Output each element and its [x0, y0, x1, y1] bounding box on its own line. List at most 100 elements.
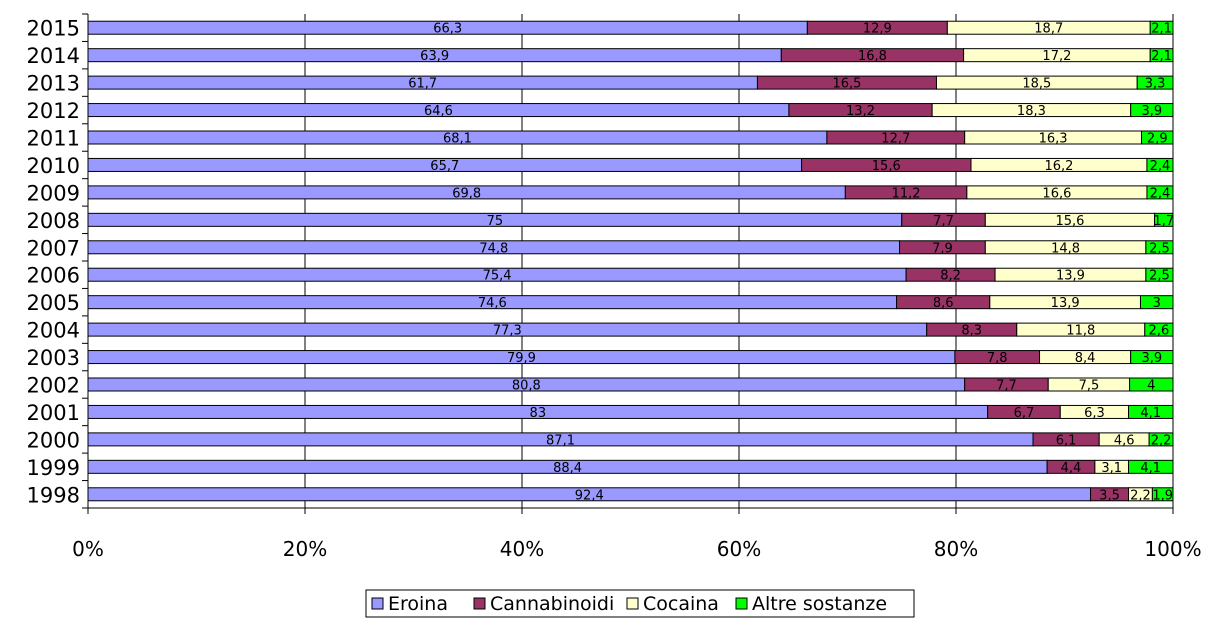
bar-segment-altre-sostanze: [1146, 157, 1174, 172]
data-label: 2,9: [1147, 132, 1168, 147]
data-label: 4: [1147, 379, 1155, 394]
data-label: 3,1: [1101, 461, 1122, 476]
data-label: 16,3: [1039, 132, 1068, 147]
bar-segment-altre-sostanze: [1130, 103, 1174, 118]
bar-segment-altre-sostanze: [1145, 267, 1174, 282]
data-label: 3,9: [1141, 351, 1162, 366]
data-label: 79,9: [507, 351, 536, 366]
data-label: 74,8: [479, 241, 508, 256]
data-label: 11,8: [1066, 324, 1095, 339]
y-tick-label: 2007: [27, 236, 80, 260]
x-tick-label: 20%: [283, 537, 327, 561]
data-label: 11,2: [892, 186, 921, 201]
data-label: 12,7: [881, 132, 910, 147]
data-label: 6,1: [1056, 433, 1077, 448]
bar-segment-altre-sostanze: [1139, 295, 1174, 310]
data-label: 3: [1153, 296, 1161, 311]
y-tick-label: 2014: [27, 44, 80, 68]
x-tick-label: 80%: [934, 537, 978, 561]
data-label: 4,6: [1114, 433, 1135, 448]
y-tick-label: 2006: [27, 264, 80, 288]
legend-swatch: [371, 597, 384, 610]
data-label: 16,6: [1042, 186, 1071, 201]
data-label: 13,9: [1056, 269, 1085, 284]
y-tick-label: 2000: [27, 428, 80, 452]
data-label: 2,2: [1130, 488, 1151, 503]
legend-label: Altre sostanze: [752, 593, 887, 615]
data-label: 1,9: [1152, 488, 1173, 503]
data-label: 18,5: [1022, 77, 1051, 92]
y-tick-label: 2013: [27, 72, 80, 96]
data-label: 13,2: [846, 104, 875, 119]
y-tick-label: 2004: [27, 319, 80, 343]
data-label: 88,4: [553, 461, 582, 476]
data-label: 61,7: [408, 77, 437, 92]
data-label: 3,9: [1141, 104, 1162, 119]
data-label: 1,7: [1153, 214, 1174, 229]
bar-segment-altre-sostanze: [1154, 212, 1174, 227]
bar-segment-altre-sostanze: [1151, 487, 1174, 502]
data-label: 12,9: [863, 22, 892, 37]
bar-segment-altre-sostanze: [1145, 240, 1174, 255]
data-label: 65,7: [430, 159, 459, 174]
x-tick-label: 40%: [500, 537, 544, 561]
y-tick-label: 2002: [27, 374, 80, 398]
bar-segment-altre-sostanze: [1148, 432, 1174, 447]
x-tick-label: 0%: [72, 537, 104, 561]
legend-box: [365, 589, 915, 618]
x-tick-label: 60%: [717, 537, 761, 561]
y-tick-label: 2001: [27, 401, 80, 425]
data-label: 66,3: [433, 22, 462, 37]
data-label: 6,3: [1084, 406, 1105, 421]
data-label: 6,7: [1014, 406, 1035, 421]
legend: Eroina Cannabinoidi Cocaina Altre sostanze: [365, 589, 915, 618]
data-label: 75,4: [483, 269, 512, 284]
data-label: 8,2: [940, 269, 961, 284]
y-tick-label: 1998: [27, 483, 80, 507]
x-axis-tick-labels: 0% 20% 40% 60% 80% 100%: [72, 537, 1201, 561]
legend-swatch: [626, 597, 639, 610]
data-label: 16,5: [832, 77, 861, 92]
data-label: 64,6: [424, 104, 453, 119]
data-label: 16,8: [858, 49, 887, 64]
data-label: 4,1: [1140, 461, 1161, 476]
bar-segment-altre-sostanze: [1146, 185, 1174, 200]
data-label: 4,1: [1140, 406, 1161, 421]
data-label: 7,7: [996, 379, 1017, 394]
data-label: 2,1: [1151, 49, 1172, 64]
y-tick-label: 1999: [27, 456, 80, 480]
data-label: 75: [487, 214, 504, 229]
legend-label: Cannabinoidi: [490, 593, 614, 615]
data-label: 83: [530, 406, 547, 421]
y-tick-label: 2011: [27, 127, 80, 151]
data-label: 69,8: [452, 186, 481, 201]
data-label: 16,2: [1044, 159, 1073, 174]
bar-segment-altre-sostanze: [1128, 404, 1174, 419]
data-label: 2,6: [1149, 324, 1170, 339]
data-label: 77,3: [493, 324, 522, 339]
data-label: 2,1: [1151, 22, 1172, 37]
data-label: 15,6: [1055, 214, 1084, 229]
data-label: 15,6: [872, 159, 901, 174]
data-label: 63,9: [420, 49, 449, 64]
data-label: 7,5: [1079, 379, 1100, 394]
data-label: 4,4: [1061, 461, 1082, 476]
data-label: 13,9: [1051, 296, 1080, 311]
data-label: 8,6: [933, 296, 954, 311]
bars: [87, 20, 1174, 502]
data-label: 7,9: [932, 241, 953, 256]
legend-swatch: [735, 597, 748, 610]
data-label: 2,5: [1149, 269, 1170, 284]
data-label: 68,1: [443, 132, 472, 147]
y-tick-label: 2003: [27, 346, 80, 370]
data-label: 2,2: [1151, 433, 1172, 448]
data-labels: 66,3 12,9 18,7 2,1 63,9 16,8 17,2 2,1 61,7 16,5 18…: [408, 22, 1174, 504]
y-tick-label: 2012: [27, 99, 80, 123]
y-tick-label: 2010: [27, 154, 80, 178]
data-label: 2,5: [1149, 241, 1170, 256]
bar-segment-altre-sostanze: [1128, 459, 1174, 474]
data-label: 80,8: [512, 379, 541, 394]
legend-swatch: [473, 597, 486, 610]
bar-segment-altre-sostanze: [1149, 48, 1174, 63]
